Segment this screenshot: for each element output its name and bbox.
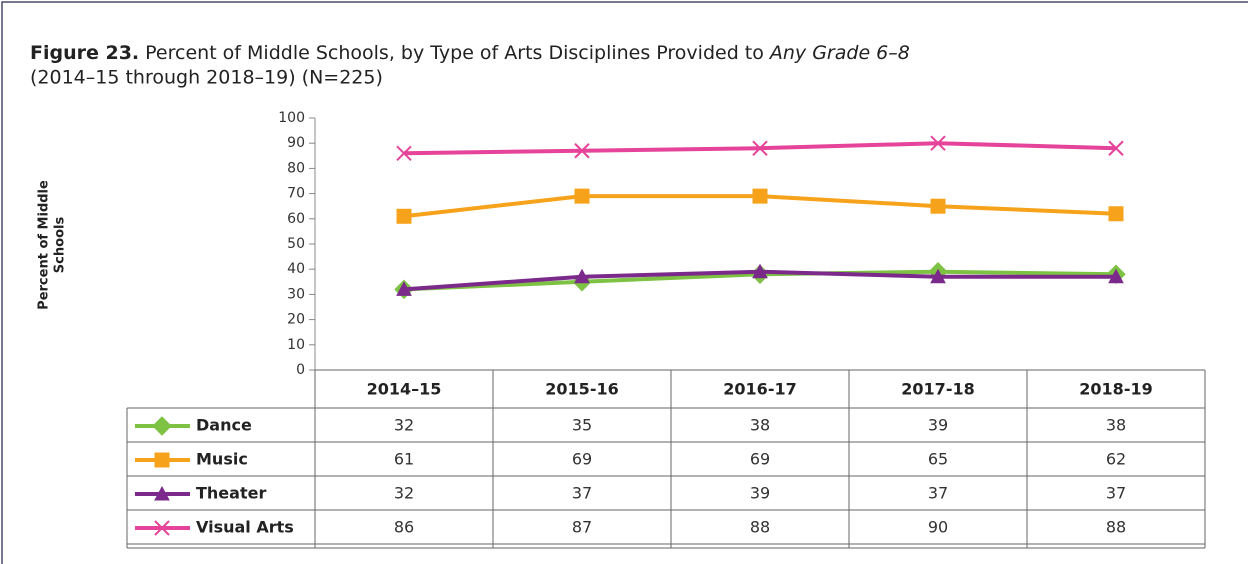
y-tick-label: 70 — [287, 186, 305, 202]
table-cell: 37 — [1106, 484, 1126, 503]
table-cell: 32 — [394, 416, 414, 435]
table-cell: 38 — [1106, 416, 1126, 435]
legend-label: Theater — [196, 484, 266, 503]
legend-label: Music — [196, 450, 248, 469]
table-cell: 37 — [928, 484, 948, 503]
table-cell: 86 — [394, 518, 414, 537]
y-axis-label-line: Schools — [53, 217, 68, 274]
table-cell: 87 — [572, 518, 592, 537]
title-prefix: Figure 23. — [30, 42, 139, 64]
table-cell: 32 — [394, 484, 414, 503]
table-cell: 62 — [1106, 450, 1126, 469]
series-marker — [752, 188, 768, 204]
y-tick-label: 0 — [296, 362, 305, 378]
x-tick-label: 2017-18 — [901, 380, 974, 399]
table-cell: 39 — [750, 484, 770, 503]
y-tick-label: 50 — [287, 236, 305, 252]
series-marker — [930, 268, 946, 284]
series-marker — [930, 135, 946, 151]
y-axis-label: Percent of Middle Schools — [37, 180, 68, 310]
y-tick-label: 100 — [278, 110, 305, 126]
series-marker — [574, 143, 590, 159]
chart-title: Figure 23. Percent of Middle Schools, by … — [30, 42, 910, 64]
y-tick-label: 80 — [287, 160, 305, 176]
table-cell: 65 — [928, 450, 948, 469]
y-tick-label: 40 — [287, 261, 305, 277]
legend-marker — [152, 416, 172, 436]
series-marker — [574, 188, 590, 204]
series-marker — [1108, 268, 1124, 284]
x-tick-label: 2016-17 — [723, 380, 796, 399]
table-cell: 61 — [394, 450, 414, 469]
x-tick-label: 2014–15 — [367, 380, 442, 399]
table-cell: 37 — [572, 484, 592, 503]
table-cell: 38 — [750, 416, 770, 435]
series-marker — [752, 263, 768, 279]
series-marker — [574, 268, 590, 284]
legend-marker — [154, 485, 170, 501]
table-cell: 88 — [750, 518, 770, 537]
title-text: Percent of Middle Schools, by Type of Ar… — [145, 42, 764, 64]
y-tick-label: 20 — [287, 312, 305, 328]
series-marker — [1108, 206, 1124, 222]
x-tick-label: 2018-19 — [1079, 380, 1152, 399]
series-marker — [396, 145, 412, 161]
x-tick-label: 2015-16 — [545, 380, 618, 399]
y-tick-label: 60 — [287, 211, 305, 227]
chart-subtitle: (2014–15 through 2018–19) (N=225) — [30, 67, 383, 89]
series-marker — [752, 140, 768, 156]
legend-marker — [154, 520, 170, 536]
y-axis-label-line: Percent of Middle — [37, 180, 52, 310]
table-cell: 69 — [750, 450, 770, 469]
series-marker — [396, 281, 412, 296]
legend-label: Dance — [196, 416, 252, 435]
table-cell: 69 — [572, 450, 592, 469]
series-marker — [930, 198, 946, 214]
series-marker — [1108, 140, 1124, 156]
table-cell: 39 — [928, 416, 948, 435]
table-cell: 35 — [572, 416, 592, 435]
table-cell: 90 — [928, 518, 948, 537]
y-tick-label: 90 — [287, 135, 305, 151]
legend-marker — [154, 452, 170, 468]
series-marker — [396, 208, 412, 224]
title-emphasis: Any Grade 6–8 — [768, 42, 910, 64]
y-tick-label: 10 — [287, 337, 305, 353]
legend-label: Visual Arts — [196, 518, 294, 537]
y-tick-label: 30 — [287, 286, 305, 302]
table-cell: 88 — [1106, 518, 1126, 537]
